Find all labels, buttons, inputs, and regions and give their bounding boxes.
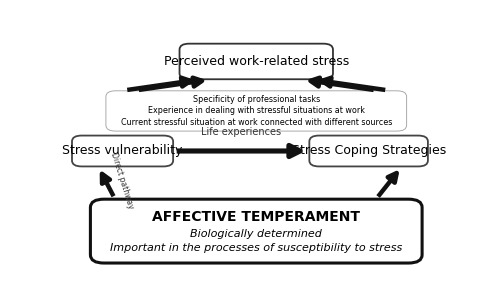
Text: Direct pathway: Direct pathway [109,151,135,210]
Text: Biologically determined
Important in the processes of susceptibility to stress: Biologically determined Important in the… [110,229,403,253]
FancyBboxPatch shape [106,91,406,131]
FancyBboxPatch shape [90,199,422,263]
Text: Perceived work-related stress: Perceived work-related stress [164,55,349,68]
Text: Specificity of professional tasks
Experience in dealing with stressful situation: Specificity of professional tasks Experi… [120,95,392,127]
Text: Life experiences: Life experiences [201,127,281,137]
Text: Stress vulnerability: Stress vulnerability [62,144,183,158]
FancyBboxPatch shape [310,136,428,166]
Text: Stress Coping Strategies: Stress Coping Strategies [292,144,446,158]
Text: AFFECTIVE TEMPERAMENT: AFFECTIVE TEMPERAMENT [152,210,360,224]
FancyBboxPatch shape [72,136,173,166]
FancyBboxPatch shape [180,44,333,79]
